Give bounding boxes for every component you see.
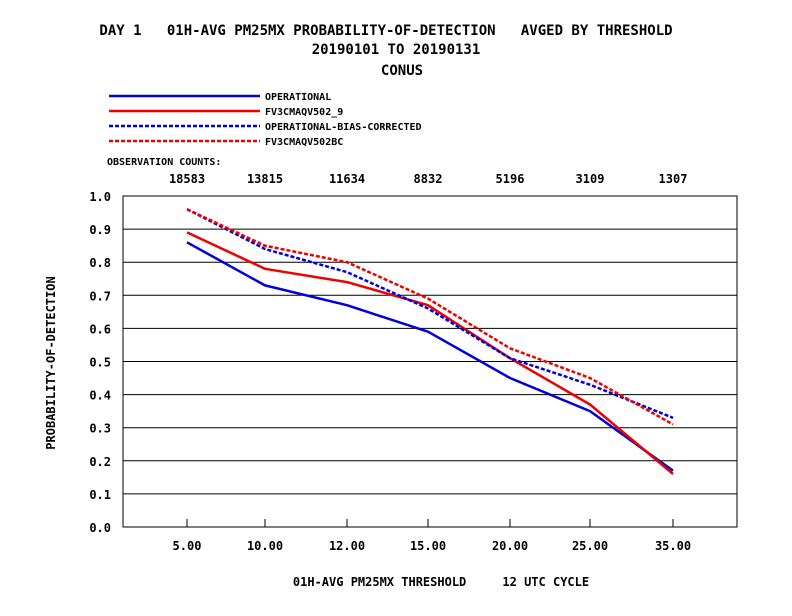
y-tick-label: 0.7	[89, 289, 111, 303]
x-tick-label: 25.00	[572, 539, 608, 553]
observation-count: 11634	[329, 172, 365, 186]
series-line-3	[186, 208, 674, 426]
legend-label: FV3CMAQV502_9	[265, 107, 343, 118]
y-tick-label: 0.4	[89, 389, 111, 403]
observation-count: 8832	[414, 172, 443, 186]
y-tick-label: 1.0	[89, 190, 111, 204]
legend-label: OPERATIONAL	[265, 92, 331, 103]
legend-label: OPERATIONAL-BIAS-CORRECTED	[265, 122, 422, 133]
series-line-2	[186, 208, 674, 419]
y-tick-label: 0.5	[89, 356, 111, 370]
y-tick-label: 0.8	[89, 256, 111, 270]
x-tick-label: 15.00	[410, 539, 446, 553]
x-axis-label: 01H-AVG PM25MX THRESHOLD 12 UTC CYCLE	[293, 575, 589, 589]
y-tick-label: 0.3	[89, 422, 111, 436]
x-tick-label: 20.00	[492, 539, 528, 553]
series-line-0	[186, 241, 674, 472]
x-tick-label: 10.00	[247, 539, 283, 553]
chart-title-line1: DAY 1 01H-AVG PM25MX PROBABILITY-OF-DETE…	[99, 23, 672, 39]
legend: OPERATIONAL FV3CMAQV502_9 OPERATIONAL-BIAS…	[109, 92, 422, 148]
x-tick-label: 35.00	[655, 539, 691, 553]
observation-count: 13815	[247, 172, 283, 186]
observation-counts: 18583 13815 11634 8832 5196 3109 1307	[169, 172, 688, 186]
series-line-1	[186, 231, 674, 475]
chart-title-line3: CONUS	[381, 63, 423, 79]
legend-label: FV3CMAQV502BC	[265, 137, 343, 148]
y-tick-label: 0.6	[89, 322, 111, 336]
observation-count: 18583	[169, 172, 205, 186]
x-tick-label: 5.00	[173, 539, 202, 553]
chart-title-line2: 20190101 TO 20190131	[312, 42, 481, 58]
observation-count: 3109	[576, 172, 605, 186]
plot-area: 0.0 0.1 0.2 0.3 0.4 0.5 0.6 0.7 0.8 0.9 1.0 5.00 10.…	[89, 190, 738, 553]
x-tick-label: 12.00	[329, 539, 365, 553]
observation-count: 5196	[496, 172, 525, 186]
y-tick-label: 0.2	[89, 455, 111, 469]
observation-counts-label: OBSERVATION COUNTS:	[107, 157, 221, 168]
y-axis-label: PROBABILITY-OF-DETECTION	[44, 276, 58, 449]
y-tick-label: 0.1	[89, 488, 111, 502]
y-tick-label: 0.9	[89, 223, 111, 237]
y-tick-label: 0.0	[89, 521, 111, 535]
observation-count: 1307	[659, 172, 688, 186]
